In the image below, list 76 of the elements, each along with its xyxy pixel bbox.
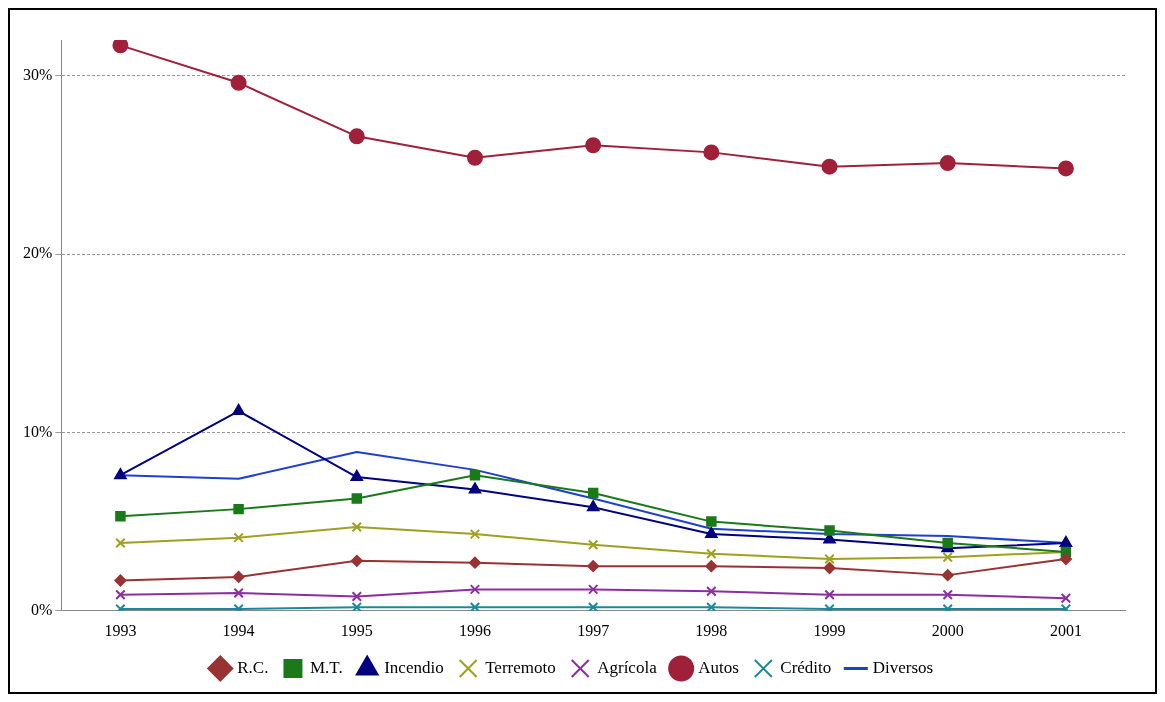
x-tick-label: 1997 [577,621,610,639]
legend-label: Autos [698,657,739,677]
point [585,137,602,154]
y-tick-label: 30% [23,65,53,83]
point [350,470,363,482]
y-tick-label: 10% [23,422,53,440]
point [706,548,717,559]
point [587,560,600,573]
point [469,469,481,481]
point [468,556,481,569]
point [1060,593,1072,604]
point [703,144,720,161]
point [1057,160,1074,177]
point [705,560,718,573]
point [706,585,717,597]
point [824,525,835,536]
point [466,149,483,166]
point [114,574,127,587]
point [824,589,835,600]
legend-label: M.T. [309,657,343,677]
point [114,468,127,480]
x-tick-label: 1993 [104,621,137,639]
legend-label: Diversos [872,657,934,677]
point [1059,536,1073,548]
x-tick-label: 2001 [1049,621,1082,639]
x-tick-label: 1996 [458,621,491,639]
point [351,591,363,602]
point [468,482,482,494]
legend-label: R.C. [237,657,269,677]
point [823,561,836,574]
point [939,155,956,172]
point [821,158,838,175]
legend-label: Terremoto [485,657,556,677]
point [942,537,953,549]
point [469,528,481,540]
point [232,570,245,583]
point [942,589,953,600]
point [587,601,599,611]
point [115,537,126,549]
point [350,554,363,567]
point [587,487,599,499]
point [115,511,126,522]
x-tick-label: 2000 [931,621,964,639]
legend-label: Incendio [384,657,444,677]
point [1059,553,1072,566]
point [351,601,363,611]
point [115,603,126,611]
x-tick-label: 1995 [340,621,373,639]
point [706,516,717,527]
point [587,539,599,551]
point [705,527,718,539]
point [469,601,481,611]
point [233,587,244,599]
point [112,40,129,54]
point [824,553,835,565]
point [469,584,481,595]
y-tick-label: 0% [31,601,53,618]
point [942,552,953,563]
point [115,589,126,600]
point [351,493,363,504]
legend-label: Crédito [780,657,832,677]
point [941,569,954,582]
legend-label: Agrícola [597,657,658,677]
point [230,74,247,91]
point [233,532,244,543]
x-tick-label: 1994 [222,621,255,639]
y-tick-label: 20% [23,244,53,262]
point [233,503,244,515]
point [348,128,365,145]
point [706,601,717,611]
point [351,521,363,533]
point [586,500,600,512]
x-tick-label: 1998 [695,621,728,639]
x-tick-label: 1999 [813,621,846,639]
point [232,404,245,416]
point [587,584,599,595]
